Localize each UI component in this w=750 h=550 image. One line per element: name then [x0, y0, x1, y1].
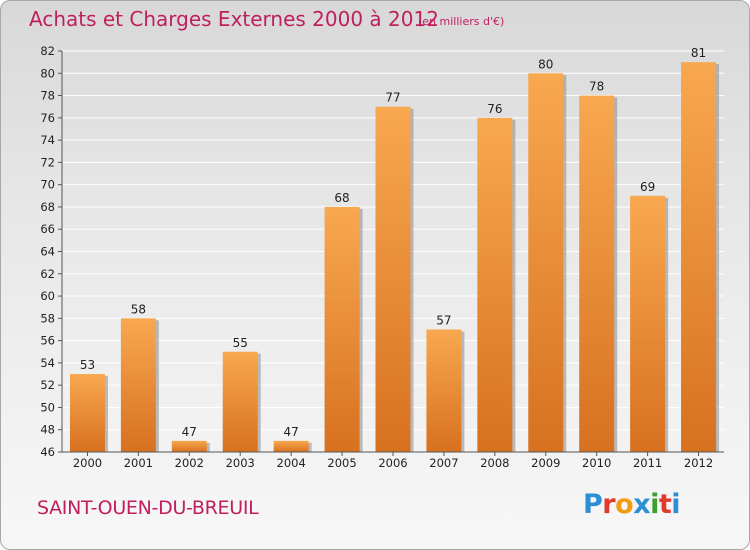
bar-2001 — [120, 318, 156, 452]
y-tick-label: 68 — [40, 200, 55, 214]
data-label: 77 — [385, 91, 400, 105]
x-tick-label: 2002 — [175, 456, 204, 470]
chart-title: Achats et Charges Externes 2000 à 2012 — [29, 7, 439, 31]
bar-2008 — [477, 117, 513, 452]
bar-2011 — [630, 195, 666, 453]
x-tick-label: 2007 — [429, 456, 458, 470]
data-label: 76 — [487, 102, 502, 116]
y-tick-label: 70 — [40, 178, 55, 192]
x-tick-label: 2006 — [378, 456, 407, 470]
bar-2006 — [375, 106, 411, 452]
y-tick-label: 50 — [40, 400, 55, 414]
y-tick-label: 62 — [40, 267, 55, 281]
bar-2010 — [579, 95, 615, 453]
logo-letter: P — [583, 489, 603, 520]
x-tick-label: 2010 — [582, 456, 611, 470]
data-label: 80 — [538, 57, 553, 71]
x-tick-label: 2009 — [531, 456, 560, 470]
y-tick-label: 66 — [40, 222, 55, 236]
y-tick-label: 76 — [40, 111, 55, 125]
bar-2003 — [222, 351, 258, 452]
x-tick-label: 2000 — [73, 456, 102, 470]
bar-2002 — [171, 440, 207, 452]
data-label: 55 — [233, 336, 248, 350]
y-tick-label: 72 — [40, 155, 55, 169]
data-label: 47 — [284, 425, 299, 439]
data-label: 58 — [131, 302, 146, 316]
data-label: 81 — [691, 46, 706, 60]
bar-2009 — [528, 73, 564, 453]
data-label: 53 — [80, 358, 95, 372]
logo-letter: i — [650, 489, 659, 520]
logo-letter: r — [602, 489, 616, 520]
x-tick-label: 2005 — [327, 456, 356, 470]
y-tick-label: 58 — [40, 311, 55, 325]
y-tick-label: 74 — [40, 133, 55, 147]
x-tick-label: 2012 — [684, 456, 713, 470]
y-tick-label: 78 — [40, 89, 55, 103]
data-label: 47 — [182, 425, 197, 439]
x-tick-label: 2003 — [226, 456, 255, 470]
data-label: 68 — [334, 191, 349, 205]
x-tick-label: 2004 — [277, 456, 306, 470]
y-tick-label: 64 — [40, 245, 55, 259]
x-tick-label: 2008 — [480, 456, 509, 470]
y-tick-label: 56 — [40, 334, 55, 348]
logo-letter: t — [658, 489, 672, 520]
proxiti-logo: Proxiti — [583, 489, 681, 520]
axes — [58, 50, 724, 456]
logo-letter: i — [671, 489, 681, 520]
bar-2005 — [324, 206, 360, 452]
y-tick-label: 80 — [40, 66, 55, 80]
y-tick-label: 54 — [40, 356, 55, 370]
chart-subtitle: (en milliers d'€) — [418, 15, 505, 28]
y-tick-label: 46 — [40, 445, 55, 459]
x-tick-label: 2001 — [124, 456, 153, 470]
data-label: 69 — [640, 180, 655, 194]
logo-letter: o — [615, 489, 634, 520]
bar-2004 — [273, 440, 309, 452]
y-tick-label: 60 — [40, 289, 55, 303]
bar-2007 — [426, 329, 462, 452]
data-label: 57 — [436, 313, 451, 327]
x-tick-label: 2011 — [633, 456, 662, 470]
y-tick-label: 82 — [40, 44, 55, 58]
y-tick-label: 48 — [40, 423, 55, 437]
commune-name: SAINT-OUEN-DU-BREUIL — [37, 497, 259, 519]
data-label: 78 — [589, 80, 604, 94]
bar-2000 — [69, 374, 105, 452]
labels: 46 48 50 52 54 56 58 60 62 64 66 68 70 72 74 76 78 80 82 53… — [40, 44, 713, 470]
bars — [69, 62, 720, 453]
bar-2012 — [681, 62, 717, 453]
y-tick-label: 52 — [40, 378, 55, 392]
logo-letter: x — [633, 489, 651, 520]
